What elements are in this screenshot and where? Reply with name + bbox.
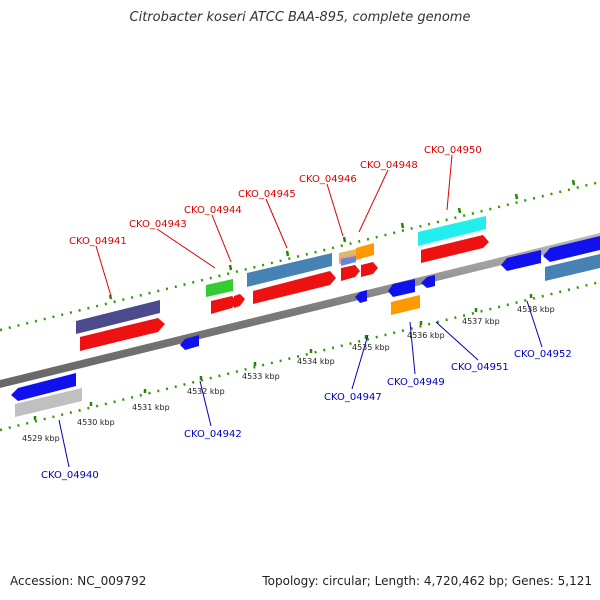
gene-bar-orange[interactable] — [356, 243, 374, 260]
gene-arrow-red[interactable] — [341, 265, 360, 281]
gene-label[interactable]: CKO_04940 — [41, 470, 99, 481]
gene-arrow-blue[interactable] — [355, 290, 367, 303]
gene-label[interactable]: CKO_04948 — [360, 160, 418, 171]
gene-arrow-blue[interactable] — [11, 373, 76, 401]
scale-label: 4532 kbp — [187, 387, 225, 396]
gene-label[interactable]: CKO_04944 — [184, 205, 242, 216]
upper-major-ticks — [108, 179, 576, 300]
gene-arrow-red[interactable] — [361, 262, 378, 277]
gene-arrow-red[interactable] — [234, 294, 245, 308]
gene-label[interactable]: CKO_04950 — [424, 145, 482, 156]
gene-label[interactable]: CKO_04945 — [238, 189, 296, 200]
lower-track — [0, 280, 600, 432]
gene-arrow-red[interactable] — [211, 296, 238, 314]
gene-label[interactable]: CKO_04947 — [324, 392, 382, 403]
scale-label: 4531 kbp — [132, 403, 170, 412]
gene-label[interactable]: CKO_04943 — [129, 219, 187, 230]
gene-bar-cyan[interactable] — [418, 216, 486, 246]
gene-bar-orange[interactable] — [391, 295, 420, 315]
scale-label: 4533 kbp — [242, 372, 280, 381]
genome-axis — [0, 233, 600, 388]
map-title: Citrobacter koseri ATCC BAA-895, complet… — [129, 10, 471, 25]
forward-leader-lines — [95, 154, 453, 297]
gene-label[interactable]: CKO_04951 — [451, 362, 509, 373]
scale-label: 4538 kbp — [517, 305, 555, 314]
gene-arrow-blue[interactable] — [543, 236, 600, 262]
gene-label[interactable]: CKO_04949 — [387, 377, 445, 388]
gene-bar-slateblue[interactable] — [76, 300, 160, 334]
gene-arrow-red[interactable] — [80, 318, 165, 351]
lower-major-ticks — [33, 294, 533, 420]
accession-text: Accession: NC_009792 — [10, 574, 147, 588]
gene-label[interactable]: CKO_04952 — [514, 349, 572, 360]
gene-arrow-blue[interactable] — [180, 335, 199, 350]
gene-arrow-blue[interactable] — [501, 250, 541, 271]
scale-label: 4535 kbp — [352, 343, 390, 352]
gene-arrow-red[interactable] — [421, 235, 489, 263]
scale-label: 4536 kbp — [407, 331, 445, 340]
scale-label: 4534 kbp — [297, 357, 335, 366]
genome-summary-text: Topology: circular; Length: 4,720,462 bp… — [262, 574, 592, 588]
scale-label: 4530 kbp — [77, 418, 115, 427]
gene-label[interactable]: CKO_04941 — [69, 236, 127, 247]
scale-label: 4537 kbp — [462, 317, 500, 326]
gene-bar-tan[interactable] — [339, 249, 356, 258]
gene-arrow-blue[interactable] — [421, 275, 435, 288]
gene-bar-steelblue[interactable] — [247, 253, 332, 287]
gene-bar-steelblue[interactable] — [545, 254, 600, 281]
reverse-leader-lines — [58, 300, 543, 468]
scale-label: 4529 kbp — [22, 434, 60, 443]
gene-label[interactable]: CKO_04946 — [299, 174, 357, 185]
gene-bar-gray[interactable] — [15, 388, 82, 417]
gene-bar-steelblue-small[interactable] — [341, 256, 356, 266]
gene-bar-green[interactable] — [206, 279, 233, 297]
gene-arrow-red[interactable] — [253, 271, 336, 304]
upper-track — [0, 180, 600, 332]
gene-arrow-blue[interactable] — [388, 279, 415, 297]
gene-label[interactable]: CKO_04942 — [184, 429, 242, 440]
